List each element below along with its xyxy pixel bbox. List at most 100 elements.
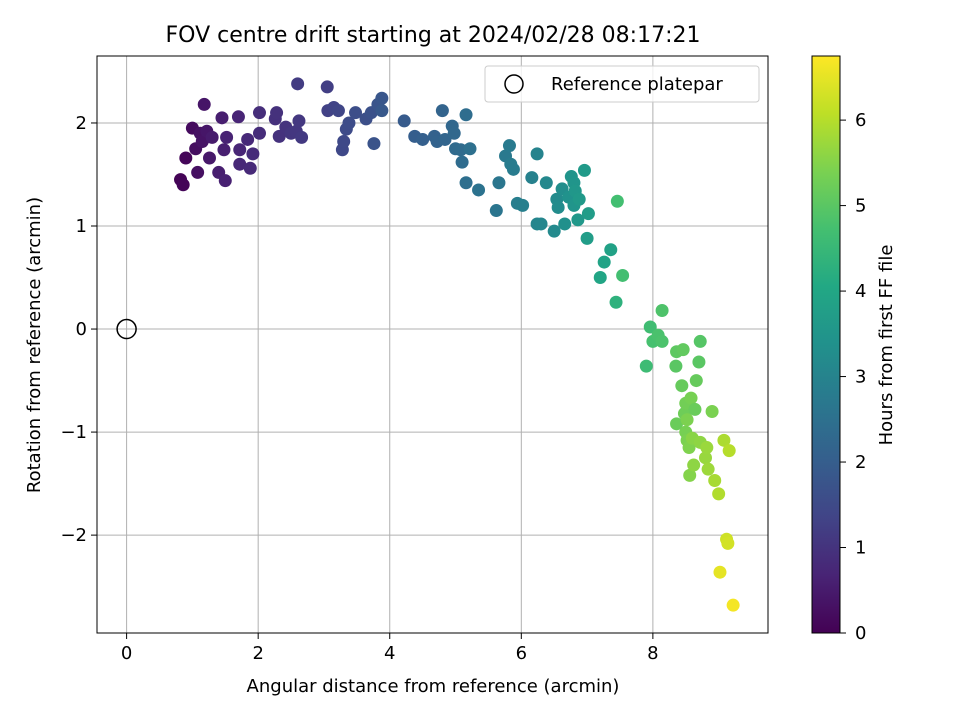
data-point <box>205 130 219 144</box>
chart-title: FOV centre drift starting at 2024/02/28 … <box>166 23 701 48</box>
plot-frame <box>96 55 769 634</box>
data-point <box>688 402 702 416</box>
data-point <box>547 224 561 238</box>
data-point <box>506 162 520 176</box>
data-point <box>655 334 669 348</box>
data-point <box>246 147 260 161</box>
data-point <box>610 194 624 208</box>
data-point <box>272 129 286 143</box>
y-tick-label: 0 <box>76 319 87 340</box>
y-tick-label: −2 <box>60 525 87 546</box>
data-point <box>231 110 245 124</box>
colorbar-tick-label: 1 <box>855 538 866 559</box>
data-point <box>243 161 257 175</box>
data-point <box>571 213 585 227</box>
colorbar-ticks: 0 1 2 3 4 5 6 <box>840 110 866 644</box>
data-points <box>174 77 740 612</box>
data-point <box>687 458 701 472</box>
data-point <box>713 565 727 579</box>
data-point <box>435 104 449 118</box>
colorbar: 0 1 2 3 4 5 6 Hours from first FF file <box>811 55 897 644</box>
colorbar-label: Hours from first FF file <box>876 245 897 446</box>
data-point <box>669 359 683 373</box>
data-point <box>375 104 389 118</box>
data-point <box>459 176 473 190</box>
data-point <box>176 178 190 192</box>
data-point <box>643 320 657 334</box>
data-point <box>577 163 591 177</box>
data-point <box>675 379 689 393</box>
data-point <box>689 374 703 388</box>
data-point <box>367 137 381 151</box>
data-point <box>539 176 553 190</box>
legend-marker <box>504 74 524 94</box>
y-tick-label: 1 <box>76 216 87 237</box>
data-point <box>721 536 735 550</box>
data-point <box>604 243 618 257</box>
data-point <box>684 391 698 405</box>
data-point <box>215 111 229 125</box>
data-point <box>438 132 452 146</box>
data-point <box>375 91 389 105</box>
x-tick-label: 4 <box>384 643 395 664</box>
data-point <box>397 114 411 128</box>
x-tick-label: 0 <box>121 643 132 664</box>
y-axis-ticks: −2 −1 0 1 2 <box>60 113 97 546</box>
x-tick-label: 2 <box>252 643 263 664</box>
data-point <box>700 441 714 455</box>
data-point <box>616 268 630 282</box>
data-point <box>291 77 305 91</box>
colorbar-tick-label: 6 <box>855 110 866 131</box>
data-point <box>530 147 544 161</box>
legend-label: Reference platepar <box>551 74 723 95</box>
data-point <box>693 334 707 348</box>
data-point <box>551 200 565 214</box>
data-point <box>179 151 193 165</box>
data-point <box>241 132 255 146</box>
colorbar-tick-label: 0 <box>855 623 866 644</box>
data-point <box>699 451 713 465</box>
data-point <box>580 231 594 245</box>
data-point <box>516 198 530 212</box>
data-point <box>252 126 266 140</box>
data-point <box>701 462 715 476</box>
data-point <box>683 468 697 482</box>
data-point <box>717 433 731 447</box>
data-point <box>447 126 461 140</box>
data-point <box>252 106 266 120</box>
x-axis-ticks: 0 2 4 6 8 <box>121 633 659 664</box>
data-point <box>609 295 623 309</box>
data-point <box>349 106 363 120</box>
data-point <box>233 143 247 157</box>
data-point <box>292 114 306 128</box>
data-point <box>202 151 216 165</box>
data-point <box>676 343 690 357</box>
data-point <box>597 255 611 269</box>
data-point <box>320 80 334 94</box>
data-point <box>705 404 719 418</box>
data-point <box>337 135 351 149</box>
x-tick-label: 6 <box>516 643 527 664</box>
x-axis-label: Angular distance from reference (arcmin) <box>247 676 620 697</box>
data-point <box>722 444 736 458</box>
data-point <box>581 207 595 221</box>
colorbar-gradient <box>811 55 841 634</box>
data-point <box>489 204 503 218</box>
colorbar-tick-label: 4 <box>855 281 866 302</box>
reference-platepar-marker <box>116 318 137 340</box>
data-point <box>191 165 205 179</box>
data-point <box>726 598 740 612</box>
data-point <box>639 359 653 373</box>
y-tick-label: 2 <box>76 113 87 134</box>
data-point <box>217 143 231 157</box>
data-point <box>572 192 586 206</box>
data-point <box>270 106 284 120</box>
data-point <box>525 171 539 185</box>
data-point <box>197 97 211 111</box>
legend: Reference platepar <box>484 65 760 103</box>
data-point <box>416 132 430 146</box>
data-point <box>459 108 473 122</box>
colorbar-tick-label: 5 <box>855 196 866 217</box>
data-point <box>534 217 548 231</box>
legend-box <box>484 65 760 103</box>
